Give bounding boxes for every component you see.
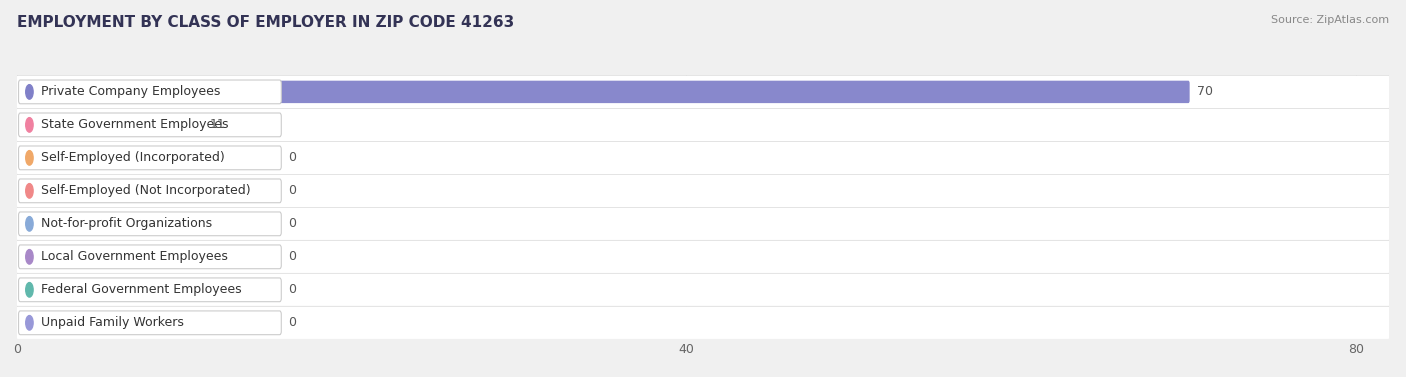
FancyBboxPatch shape <box>15 306 1391 339</box>
FancyBboxPatch shape <box>18 180 276 202</box>
FancyBboxPatch shape <box>15 273 1391 306</box>
Text: Local Government Employees: Local Government Employees <box>41 250 228 263</box>
FancyBboxPatch shape <box>18 213 276 235</box>
Text: 0: 0 <box>288 152 297 164</box>
Text: Federal Government Employees: Federal Government Employees <box>41 284 242 296</box>
Text: EMPLOYMENT BY CLASS OF EMPLOYER IN ZIP CODE 41263: EMPLOYMENT BY CLASS OF EMPLOYER IN ZIP C… <box>17 15 515 30</box>
Text: 0: 0 <box>288 284 297 296</box>
Text: 0: 0 <box>288 316 297 329</box>
Circle shape <box>25 316 34 330</box>
FancyBboxPatch shape <box>18 245 281 269</box>
FancyBboxPatch shape <box>18 311 281 335</box>
FancyBboxPatch shape <box>18 80 281 104</box>
FancyBboxPatch shape <box>18 279 276 301</box>
Circle shape <box>25 150 34 165</box>
Text: 0: 0 <box>288 184 297 197</box>
Text: 0: 0 <box>288 250 297 263</box>
Circle shape <box>25 184 34 198</box>
FancyBboxPatch shape <box>18 147 276 169</box>
FancyBboxPatch shape <box>15 174 1391 207</box>
FancyBboxPatch shape <box>18 311 276 334</box>
FancyBboxPatch shape <box>15 207 1391 241</box>
FancyBboxPatch shape <box>18 146 281 170</box>
FancyBboxPatch shape <box>15 241 1391 273</box>
Text: 0: 0 <box>288 218 297 230</box>
Text: Source: ZipAtlas.com: Source: ZipAtlas.com <box>1271 15 1389 25</box>
FancyBboxPatch shape <box>15 109 1391 141</box>
FancyBboxPatch shape <box>18 179 281 203</box>
FancyBboxPatch shape <box>18 113 281 137</box>
Circle shape <box>25 216 34 231</box>
Circle shape <box>25 118 34 132</box>
Circle shape <box>25 283 34 297</box>
Text: Not-for-profit Organizations: Not-for-profit Organizations <box>41 218 212 230</box>
Text: Self-Employed (Not Incorporated): Self-Employed (Not Incorporated) <box>41 184 252 197</box>
FancyBboxPatch shape <box>15 141 1391 174</box>
FancyBboxPatch shape <box>18 278 281 302</box>
Circle shape <box>25 250 34 264</box>
Text: Private Company Employees: Private Company Employees <box>41 86 221 98</box>
FancyBboxPatch shape <box>18 81 1189 103</box>
Text: 70: 70 <box>1197 86 1213 98</box>
FancyBboxPatch shape <box>18 246 276 268</box>
FancyBboxPatch shape <box>18 113 202 136</box>
Text: Self-Employed (Incorporated): Self-Employed (Incorporated) <box>41 152 225 164</box>
Circle shape <box>25 84 34 99</box>
Text: 11: 11 <box>209 118 225 131</box>
FancyBboxPatch shape <box>18 212 281 236</box>
Text: Unpaid Family Workers: Unpaid Family Workers <box>41 316 184 329</box>
Text: State Government Employees: State Government Employees <box>41 118 229 131</box>
FancyBboxPatch shape <box>15 75 1391 109</box>
